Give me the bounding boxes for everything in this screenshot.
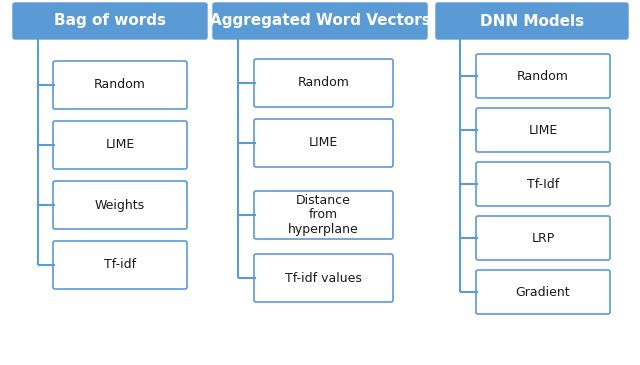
FancyBboxPatch shape [476, 54, 610, 98]
Text: DNN Models: DNN Models [480, 14, 584, 28]
FancyBboxPatch shape [476, 162, 610, 206]
Text: LIME: LIME [106, 138, 134, 151]
FancyBboxPatch shape [436, 3, 628, 39]
Text: LIME: LIME [309, 137, 338, 150]
FancyBboxPatch shape [254, 59, 393, 107]
Text: Tf-Idf: Tf-Idf [527, 177, 559, 191]
FancyBboxPatch shape [254, 254, 393, 302]
FancyBboxPatch shape [53, 61, 187, 109]
FancyBboxPatch shape [53, 121, 187, 169]
FancyBboxPatch shape [476, 270, 610, 314]
FancyBboxPatch shape [254, 191, 393, 239]
Text: Gradient: Gradient [516, 285, 570, 299]
Text: Weights: Weights [95, 199, 145, 211]
FancyBboxPatch shape [213, 3, 427, 39]
Text: Aggregated Word Vectors: Aggregated Word Vectors [210, 14, 430, 28]
Text: Tf-idf values: Tf-idf values [285, 272, 362, 284]
FancyBboxPatch shape [254, 119, 393, 167]
Text: Random: Random [517, 69, 569, 82]
Text: LRP: LRP [531, 231, 555, 245]
Text: Random: Random [94, 78, 146, 92]
Text: Tf-idf: Tf-idf [104, 258, 136, 272]
FancyBboxPatch shape [53, 241, 187, 289]
FancyBboxPatch shape [476, 216, 610, 260]
FancyBboxPatch shape [53, 181, 187, 229]
Text: LIME: LIME [529, 123, 557, 137]
Text: Bag of words: Bag of words [54, 14, 166, 28]
FancyBboxPatch shape [13, 3, 207, 39]
FancyBboxPatch shape [476, 108, 610, 152]
Text: Distance
from
hyperplane: Distance from hyperplane [288, 193, 359, 237]
Text: Random: Random [298, 77, 349, 89]
